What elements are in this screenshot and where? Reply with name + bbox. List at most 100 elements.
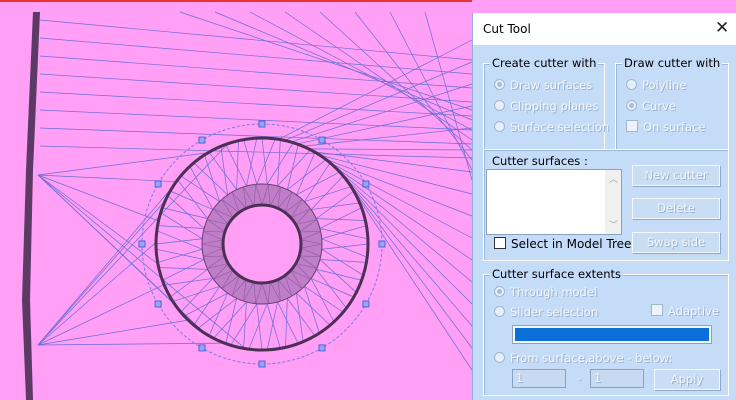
below-value-input[interactable]: 1 bbox=[590, 369, 644, 388]
checkbox-on-surface[interactable]: On surface bbox=[626, 120, 706, 134]
mesh-line bbox=[37, 174, 159, 222]
radio-label: Curve bbox=[642, 99, 676, 113]
curve-handle[interactable] bbox=[154, 180, 162, 188]
radio-label: From surface,above - below: bbox=[510, 351, 673, 365]
ring-triangle-edge bbox=[295, 263, 311, 280]
mesh-line bbox=[208, 293, 228, 336]
checkbox-label: On surface bbox=[643, 120, 706, 134]
mesh-line bbox=[193, 162, 228, 196]
mesh-line bbox=[296, 105, 473, 145]
ring-hole bbox=[223, 205, 301, 283]
radio-polyline[interactable]: Polyline bbox=[626, 78, 686, 92]
chevron-up-icon[interactable]: ︿ bbox=[609, 175, 619, 185]
ring-triangle-edge bbox=[290, 208, 311, 219]
delete-button[interactable]: Delete bbox=[632, 198, 720, 219]
chevron-down-icon[interactable]: ﹀ bbox=[609, 221, 619, 231]
mesh-line bbox=[243, 139, 258, 185]
mesh-line bbox=[172, 286, 220, 302]
mesh-line bbox=[197, 298, 237, 329]
radio-clipping-planes[interactable]: Clipping planes bbox=[494, 99, 598, 113]
radio-icon bbox=[494, 121, 505, 132]
curve-handle[interactable] bbox=[318, 136, 326, 144]
mesh-line bbox=[39, 37, 473, 75]
radio-icon bbox=[494, 286, 505, 297]
checkbox-icon bbox=[494, 237, 506, 249]
outer-circle bbox=[154, 136, 370, 352]
mesh-line bbox=[302, 127, 473, 147]
radio-label: Draw surfaces bbox=[510, 78, 593, 92]
slider-fill bbox=[515, 328, 709, 341]
mesh-line bbox=[339, 171, 473, 283]
radio-slider-selection[interactable]: Slider selection bbox=[494, 305, 598, 319]
mesh-line bbox=[284, 61, 473, 141]
ring-triangle-edge bbox=[295, 263, 317, 269]
curve-handle[interactable] bbox=[198, 136, 206, 144]
ring-triangle-edge bbox=[253, 282, 257, 304]
ring-triangle-edge bbox=[295, 219, 317, 225]
mesh-line bbox=[37, 242, 157, 346]
mesh-line bbox=[37, 174, 159, 265]
curve-handle[interactable] bbox=[138, 240, 146, 248]
left-dark-beam bbox=[22, 12, 40, 400]
ring-triangle-edge bbox=[269, 186, 281, 206]
mesh-line bbox=[180, 278, 214, 313]
swap-side-button[interactable]: Swap side bbox=[632, 232, 720, 253]
curve-handle[interactable] bbox=[378, 240, 386, 248]
ring-triangle-edge bbox=[284, 275, 303, 289]
mesh-line bbox=[37, 342, 225, 346]
mesh-line bbox=[296, 293, 304, 342]
dialog-titlebar[interactable]: Cut Tool ✕ bbox=[473, 13, 736, 45]
curve-handle[interactable] bbox=[362, 300, 370, 308]
mesh-line bbox=[316, 269, 347, 309]
apply-button[interactable]: Apply bbox=[654, 369, 720, 390]
curve-handle[interactable] bbox=[318, 344, 326, 352]
mesh-line bbox=[39, 109, 473, 131]
mesh-line bbox=[296, 292, 331, 326]
radio-surface-selection[interactable]: Surface selection bbox=[494, 120, 609, 134]
radio-curve[interactable]: Curve bbox=[626, 99, 676, 113]
checkbox-icon bbox=[626, 120, 638, 132]
curve-handle[interactable] bbox=[258, 120, 266, 128]
mesh-line bbox=[319, 11, 473, 151]
mesh-line bbox=[319, 228, 368, 240]
mesh-line bbox=[170, 190, 213, 210]
cutter-surfaces-group: Cutter surfaces : ︿ ﹀ New cutter Delete … bbox=[483, 149, 729, 261]
mesh-line bbox=[321, 243, 369, 250]
new-cutter-button[interactable]: New cutter bbox=[632, 165, 720, 186]
mesh-line bbox=[304, 286, 320, 334]
radio-through-model[interactable]: Through model bbox=[494, 285, 597, 299]
curve-handle[interactable] bbox=[258, 360, 266, 368]
mesh-line bbox=[319, 207, 362, 229]
list-scrollbar[interactable]: ︿ ﹀ bbox=[605, 170, 621, 234]
ring-triangle-edge bbox=[261, 282, 269, 304]
mesh-line bbox=[308, 148, 473, 151]
mesh-line bbox=[424, 11, 473, 181]
curve-handle[interactable] bbox=[198, 344, 206, 352]
radio-draw-surfaces[interactable]: Draw surfaces bbox=[494, 78, 592, 92]
above-value-input[interactable]: 1 bbox=[512, 369, 566, 388]
mesh-line bbox=[156, 230, 203, 250]
ring-triangle-edge bbox=[277, 186, 281, 209]
curve-handle[interactable] bbox=[362, 180, 370, 188]
mesh-line bbox=[169, 269, 208, 298]
mesh-line bbox=[39, 91, 473, 117]
mesh-line bbox=[225, 298, 237, 344]
ring-triangle-edge bbox=[243, 186, 255, 206]
checkbox-adaptive[interactable]: Adaptive bbox=[651, 304, 719, 318]
mesh-line bbox=[220, 146, 228, 195]
curve-handle[interactable] bbox=[154, 300, 162, 308]
cutter-surfaces-list[interactable]: ︿ ﹀ bbox=[486, 169, 622, 235]
ring-triangle-edge bbox=[300, 243, 323, 249]
ring-triangle-edge bbox=[290, 199, 303, 219]
ring-triangle-edge bbox=[300, 231, 321, 241]
select-in-model-tree-checkbox[interactable]: Select in Model Tree bbox=[494, 237, 631, 251]
mesh-line bbox=[277, 301, 299, 344]
extent-slider[interactable] bbox=[512, 325, 712, 344]
radio-label: Through model bbox=[510, 285, 598, 299]
mesh-line bbox=[334, 166, 473, 261]
mesh-line bbox=[296, 171, 340, 196]
mesh-line bbox=[287, 298, 316, 337]
mesh-line bbox=[158, 267, 208, 270]
radio-from-surface[interactable]: From surface,above - below: bbox=[494, 351, 672, 365]
close-icon[interactable]: ✕ bbox=[715, 18, 730, 38]
